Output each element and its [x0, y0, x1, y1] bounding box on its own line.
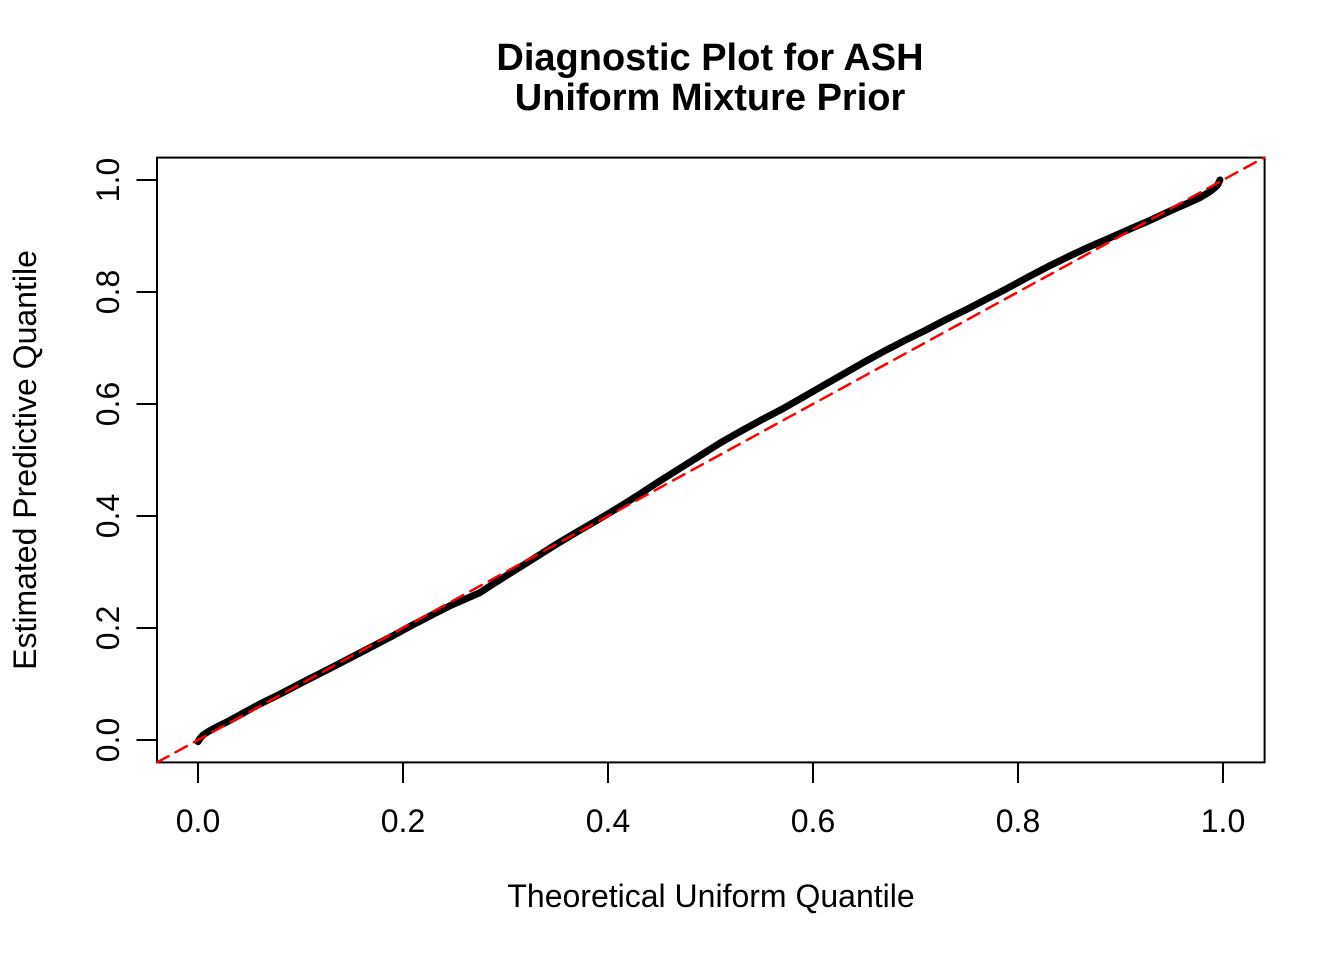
axis-tick-labels: 0.0 0.2 0.4 0.6 0.8 1.0 0.0 0.2 0.4 0.6 0.8 1.0: [90, 158, 1245, 839]
x-axis-tick-label: 0.0: [176, 803, 220, 839]
x-axis-title: Theoretical Uniform Quantile: [507, 878, 914, 914]
y-axis-tick-label: 1.0: [90, 158, 126, 202]
y-axis-title: Estimated Predictive Quantile: [7, 250, 43, 670]
y-axis-tick-label: 0.4: [90, 494, 126, 538]
y-axis-tick-label: 0.6: [90, 382, 126, 426]
y-axis-tick-label: 0.2: [90, 606, 126, 650]
y-axis-tick-label: 0.0: [90, 718, 126, 762]
axis-ticks: [136, 179, 1224, 783]
reference-diagonal-y-equals-x: [155, 156, 1266, 764]
plot-title-line2: Uniform Mixture Prior: [515, 77, 906, 119]
x-axis-tick-label: 1.0: [1201, 803, 1245, 839]
plot-title-line1: Diagnostic Plot for ASH: [496, 37, 923, 79]
estimated-predictive-quantile-curve: [194, 176, 1224, 746]
x-axis-tick-label: 0.4: [586, 803, 630, 839]
x-axis-tick-label: 0.6: [791, 803, 835, 839]
plot-box: [156, 156, 1266, 764]
y-axis-tick-label: 0.8: [90, 270, 126, 314]
plot-series: [155, 156, 1266, 764]
x-axis-tick-label: 0.2: [381, 803, 425, 839]
x-axis-tick-label: 0.8: [996, 803, 1040, 839]
